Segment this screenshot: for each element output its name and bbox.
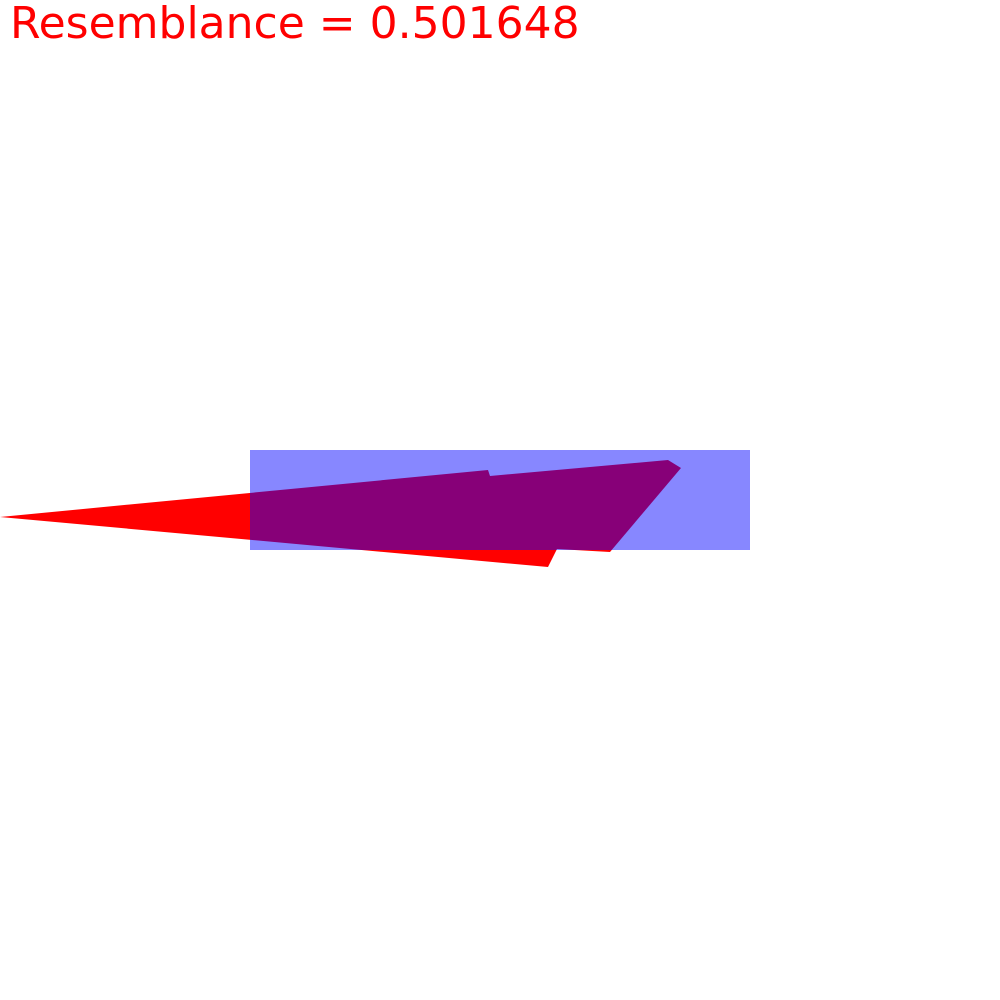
red-polygon [0, 460, 681, 567]
resemblance-score: Resemblance = 0.501648 [10, 0, 580, 49]
blue-bounding-box [250, 450, 750, 550]
